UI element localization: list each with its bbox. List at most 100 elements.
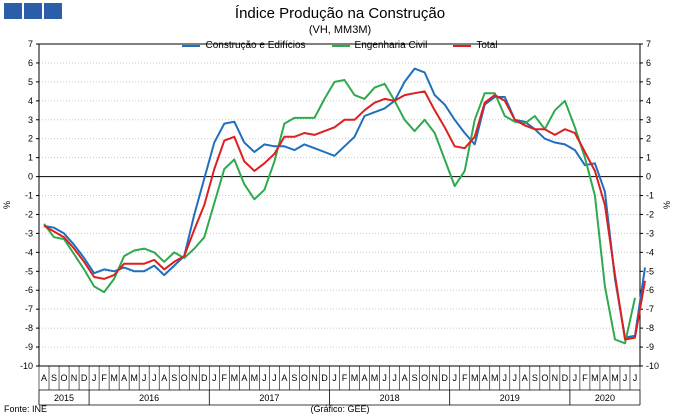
y-tick-label-left: -9	[25, 342, 33, 352]
y-tick-label-left: 4	[28, 96, 33, 106]
month-label: O	[541, 373, 548, 383]
series-line-construcao	[43, 67, 646, 339]
month-label: N	[191, 373, 198, 383]
logo-block-1	[4, 3, 22, 19]
month-label: S	[532, 373, 538, 383]
y-tick-label-right: 2	[646, 134, 651, 144]
month-label: N	[431, 373, 438, 383]
month-label: A	[362, 373, 368, 383]
y-tick-label-left: -7	[25, 304, 33, 314]
y-tick-label-right: 0	[646, 172, 651, 182]
month-label: S	[171, 373, 177, 383]
month-label: A	[522, 373, 528, 383]
y-tick-label-left: -6	[25, 285, 33, 295]
legend-label-engenharia: Engenharia Civil	[354, 40, 428, 51]
y-tick-label-left: -1	[25, 191, 33, 201]
month-label: D	[562, 373, 569, 383]
y-tick-label-right: 7	[646, 39, 651, 49]
logo-block-3	[44, 3, 62, 19]
logo-block-2	[24, 3, 42, 19]
year-label: 2016	[139, 393, 159, 403]
y-tick-label-left: 1	[28, 153, 33, 163]
month-label: J	[382, 373, 387, 383]
month-label: D	[81, 373, 88, 383]
credit-note: (Gráfico: GEE)	[310, 404, 370, 414]
y-tick-label-right: 6	[646, 58, 651, 68]
month-label: A	[602, 373, 608, 383]
month-label: F	[342, 373, 348, 383]
year-label: 2015	[54, 393, 74, 403]
month-label: J	[152, 373, 157, 383]
month-label: M	[591, 373, 599, 383]
series-line-total	[43, 90, 646, 341]
month-label: J	[503, 373, 508, 383]
month-label: N	[552, 373, 559, 383]
y-tick-label-right: -9	[646, 342, 654, 352]
legend-label-total: Total	[476, 40, 498, 51]
month-label: M	[471, 373, 479, 383]
month-label: J	[452, 373, 457, 383]
y-tick-label-left: 2	[28, 134, 33, 144]
y-tick-label-left: -8	[25, 323, 33, 333]
y-tick-label-left: -4	[25, 247, 33, 257]
month-label: J	[633, 373, 638, 383]
month-label: O	[181, 373, 188, 383]
month-label: A	[121, 373, 127, 383]
month-label: M	[130, 373, 138, 383]
month-label: S	[291, 373, 297, 383]
chart-legend: Construção e Edifícios Engenharia Civil …	[0, 40, 680, 51]
series-line-engenharia	[43, 79, 636, 345]
legend-label-construcao: Construção e Edifícios	[205, 40, 306, 51]
year-label: 2020	[595, 393, 615, 403]
y-tick-label-left: 3	[28, 115, 33, 125]
legend-item-total: Total	[453, 40, 498, 51]
source-note: Fonte: INE	[4, 404, 48, 414]
y-tick-label-right: -8	[646, 323, 654, 333]
y-tick-label-left: -5	[25, 266, 33, 276]
month-label: A	[402, 373, 408, 383]
y-tick-label-left: 5	[28, 77, 33, 87]
year-label: 2019	[500, 393, 520, 403]
y-tick-label-right: 1	[646, 153, 651, 163]
month-label: J	[212, 373, 217, 383]
month-label: J	[92, 373, 97, 383]
month-label: D	[441, 373, 448, 383]
month-label: N	[71, 373, 78, 383]
legend-swatch-construcao	[182, 44, 201, 47]
month-label: F	[222, 373, 228, 383]
y-tick-label-left: -2	[25, 209, 33, 219]
month-label: M	[611, 373, 619, 383]
month-label: M	[251, 373, 259, 383]
month-label: A	[281, 373, 287, 383]
y-axis-label-left: %	[2, 201, 12, 209]
legend-item-construcao: Construção e Edifícios	[182, 40, 306, 51]
legend-swatch-total	[453, 44, 472, 47]
month-label: J	[392, 373, 397, 383]
y-tick-label-right: 3	[646, 115, 651, 125]
month-label: A	[241, 373, 247, 383]
y-tick-label-right: -4	[646, 247, 654, 257]
y-tick-label-right: 5	[646, 77, 651, 87]
month-label: F	[101, 373, 107, 383]
month-label: N	[311, 373, 318, 383]
y-tick-label-left: 6	[28, 58, 33, 68]
chart-title: Índice Produção na Construção	[234, 5, 446, 22]
month-label: A	[482, 373, 488, 383]
year-label: 2018	[380, 393, 400, 403]
month-label: A	[41, 373, 47, 383]
month-label: D	[321, 373, 328, 383]
y-tick-label-left: 0	[28, 172, 33, 182]
y-tick-label-right: -1	[646, 191, 654, 201]
month-label: O	[301, 373, 308, 383]
month-label: J	[332, 373, 337, 383]
plot-frame	[38, 43, 641, 367]
month-label: S	[412, 373, 418, 383]
month-label: J	[142, 373, 147, 383]
month-label: J	[262, 373, 267, 383]
y-tick-label-right: -3	[646, 228, 654, 238]
y-tick-label-left: -3	[25, 228, 33, 238]
month-label: S	[51, 373, 57, 383]
y-axis-label-right: %	[662, 201, 672, 209]
month-label: F	[582, 373, 588, 383]
